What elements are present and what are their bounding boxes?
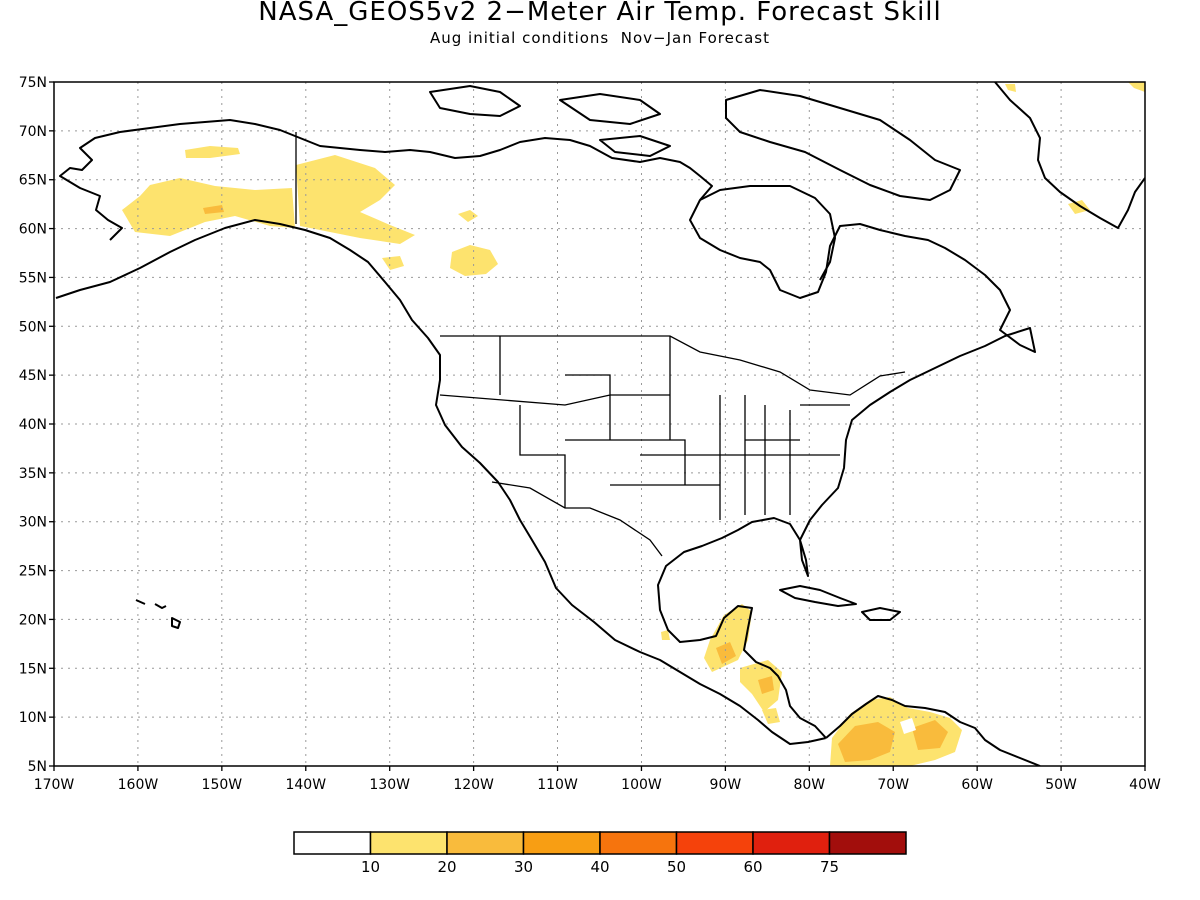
lon-tick-label: 100W — [621, 777, 662, 793]
lat-tick-label: 75N — [19, 75, 47, 91]
lat-tick-label: 40N — [19, 417, 47, 433]
skill-region-venezuela-core — [912, 720, 948, 750]
map-frame — [53, 81, 1146, 767]
lat-tick-label: 15N — [19, 661, 47, 677]
lon-tick-label: 90W — [710, 777, 742, 793]
coastline-hispaniola — [861, 607, 901, 621]
coastline-baffin — [725, 89, 961, 201]
skill-region-alaska — [122, 178, 295, 236]
map-gridlines — [54, 82, 1145, 766]
skill-region-hudson-west — [458, 210, 478, 222]
colorbar-label: 50 — [667, 858, 686, 876]
coastline-hawaii — [135, 599, 181, 629]
colorbar-swatch — [828, 831, 907, 855]
lon-tick-label: 80W — [793, 777, 825, 793]
colorbar-label: 20 — [437, 858, 456, 876]
lat-tick-label: 50N — [19, 319, 47, 335]
lon-tick-label: 140W — [285, 777, 326, 793]
lat-tick-label: 65N — [19, 173, 47, 189]
colorbar-legend: 10 20 30 40 50 60 75 — [293, 831, 907, 876]
lat-tick-label: 10N — [19, 710, 47, 726]
skill-region-bc — [382, 256, 404, 270]
longitude-axis: 170W 160W 150W 140W 130W 120W 110W 100W 90W 80W 70… — [34, 766, 1161, 793]
lon-tick-label: 130W — [369, 777, 410, 793]
coastline-greenland — [994, 82, 1145, 229]
lat-tick-label: 5N — [28, 759, 47, 775]
colorbar-swatch — [675, 831, 754, 855]
lat-tick-label: 45N — [19, 368, 47, 384]
colorbar-label: 40 — [590, 858, 609, 876]
skill-region-greenland-n — [1005, 84, 1016, 92]
map-subtitle: Aug initial conditions Nov−Jan Forecast — [430, 29, 770, 47]
skill-region-yucatan-core — [716, 642, 736, 664]
lon-tick-label: 160W — [118, 777, 159, 793]
skill-region-alaska-core — [203, 205, 224, 214]
colorbar-swatch — [522, 831, 601, 855]
coastline-north-america — [55, 119, 1036, 745]
lat-tick-label: 55N — [19, 270, 47, 286]
lon-tick-label: 150W — [202, 777, 243, 793]
lon-tick-label: 120W — [453, 777, 494, 793]
lon-tick-label: 60W — [961, 777, 993, 793]
colorbar-label: 75 — [820, 858, 839, 876]
lat-tick-label: 60N — [19, 222, 47, 238]
lat-tick-label: 20N — [19, 612, 47, 628]
colorbar-label: 60 — [743, 858, 762, 876]
colorbar-swatch — [369, 831, 448, 855]
coastlines — [55, 82, 1145, 766]
skill-region-greenland-ne — [1128, 82, 1145, 92]
skill-region-nicaragua — [762, 708, 780, 724]
skill-region-honduras-core — [758, 676, 774, 694]
skill-region-colombia-core — [838, 722, 895, 762]
map-title: NASA_GEOS5v2 2−Meter Air Temp. Forecast … — [258, 0, 942, 27]
lon-tick-label: 50W — [1045, 777, 1077, 793]
colorbar-swatch — [446, 831, 525, 855]
lon-tick-label: 110W — [537, 777, 578, 793]
skill-shading — [122, 82, 1145, 766]
skill-region-yucatan — [704, 604, 752, 672]
us-canada-border — [440, 335, 906, 396]
lon-tick-label: 40W — [1129, 777, 1161, 793]
skill-region-venezuela-gap — [900, 718, 916, 734]
skill-region-greenland-s — [1068, 200, 1090, 214]
coastline-south-america — [825, 695, 1041, 766]
skill-region-alaska-north — [185, 146, 240, 158]
skill-region-alberta — [450, 245, 498, 276]
colorbar-label: 30 — [514, 858, 533, 876]
us-mexico-border — [491, 481, 663, 557]
lat-tick-label: 70N — [19, 124, 47, 140]
colorbar-swatch — [293, 831, 372, 855]
political-boundaries — [295, 132, 906, 557]
state-lines — [439, 336, 850, 520]
coastline-hudson-bay — [699, 185, 836, 281]
coastline-cuba — [779, 585, 857, 607]
coastline-arctic-islands — [429, 85, 671, 157]
lon-tick-label: 70W — [877, 777, 909, 793]
latitude-axis: 5N 10N 15N 20N 25N 30N 35N 40N 45N 50N 55N 60N 65N 70… — [19, 75, 54, 775]
lon-tick-label: 170W — [34, 777, 75, 793]
lat-tick-label: 25N — [19, 564, 47, 580]
lat-tick-label: 35N — [19, 466, 47, 482]
colorbar-swatch — [599, 831, 678, 855]
skill-region-pacific-mexico — [661, 630, 670, 640]
colorbar-label: 10 — [361, 858, 380, 876]
skill-region-yukon — [296, 155, 415, 244]
colorbar-swatch — [752, 831, 831, 855]
lat-tick-label: 30N — [19, 515, 47, 531]
